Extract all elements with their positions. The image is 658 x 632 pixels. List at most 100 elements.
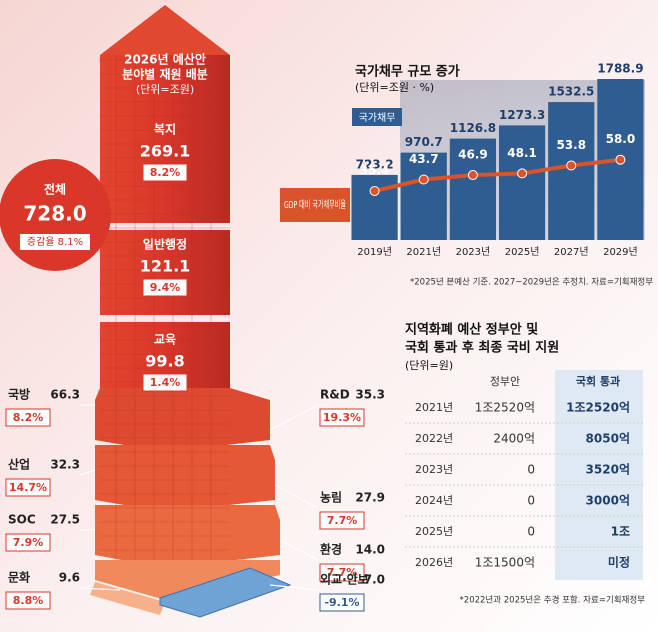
table-cell: 0	[527, 463, 535, 477]
table-cell: 3520억	[586, 463, 630, 477]
item-name: 농림	[320, 491, 342, 505]
item-change: -9.1%	[324, 596, 359, 609]
bar-label: 1532.5	[548, 85, 594, 99]
table-cell: 2400억	[493, 432, 535, 446]
bar-label: 1788.9	[597, 61, 643, 75]
table-cell: 미정	[608, 555, 630, 570]
total-change-box	[20, 234, 90, 250]
line-label: 35.4	[360, 163, 390, 177]
item-name: 일반행정	[143, 237, 187, 252]
item-name: R&D	[320, 388, 350, 402]
tower-title: (단위=조원)	[136, 83, 194, 96]
item-name: 교육	[154, 332, 176, 347]
legend-box	[280, 188, 350, 222]
bar	[498, 125, 546, 240]
tower-title: 2026년 예산안	[124, 52, 206, 67]
line-label: 48.1	[507, 146, 537, 160]
item-name: 문화	[8, 570, 30, 585]
tower-block	[100, 230, 230, 315]
leader-line	[269, 404, 319, 431]
bar	[400, 152, 447, 240]
change-box	[319, 408, 365, 427]
bar	[449, 138, 497, 240]
line-point	[467, 170, 478, 181]
line-point	[615, 154, 626, 165]
total-change: 증감율 8.1%	[27, 236, 83, 248]
bar-label: 723.2	[356, 157, 394, 171]
tower-title: 분야별 재원 배분	[122, 67, 208, 82]
tower-block	[95, 560, 280, 600]
item-name: 복지	[154, 122, 176, 137]
table-cell: 2026년	[415, 556, 453, 569]
tower-block	[90, 582, 165, 615]
item-name: 국방	[8, 387, 30, 402]
item-amount: 27.9	[355, 491, 385, 505]
item-change: 7.9%	[13, 536, 44, 549]
table-cell: 1조1500억	[475, 556, 535, 570]
change-box	[142, 163, 188, 182]
item-amount: 9.6	[59, 571, 80, 585]
tower-block	[100, 55, 230, 223]
change-box	[5, 478, 51, 497]
table-title: (단위=원)	[405, 359, 453, 372]
table-note: *2022년과 2025년은 추경 포함. 자료=기획재정부	[460, 595, 646, 606]
table: 지역화폐 예산 정부안 및국회 통과 후 최종 국비 지원 (단위=원) 정부안 국회…	[405, 322, 645, 606]
bar-label: 1273.3	[499, 108, 545, 122]
x-tick-label: 2019년	[357, 246, 392, 258]
table-header: 국회 통과	[576, 374, 620, 388]
tower-block-blue	[159, 567, 292, 618]
change-box	[319, 593, 365, 612]
item-change: 8.2%	[13, 411, 44, 424]
line-point	[517, 168, 528, 179]
item-amount: 14.0	[355, 543, 385, 557]
table-cell: 0	[527, 525, 535, 539]
item-amount: 35.3	[355, 388, 385, 402]
item-amount: 121.1	[140, 257, 191, 276]
table-cell: 3000억	[586, 494, 630, 508]
change-box	[142, 373, 188, 392]
leader-line	[279, 539, 319, 561]
change-box	[319, 511, 365, 530]
item-change: 8.2%	[150, 166, 181, 179]
bar-label: 1126.8	[450, 121, 496, 135]
leader-line	[79, 469, 96, 476]
change-box	[5, 533, 51, 552]
leader-line	[79, 587, 121, 591]
x-tick-label: 2029년	[603, 246, 638, 258]
table-title: 지역화폐 예산 정부안 및	[405, 322, 538, 338]
line-point	[418, 174, 429, 185]
table-cell: 2021년	[415, 401, 453, 414]
item-change: 1.4%	[150, 376, 181, 389]
table-cell: 2023년	[415, 463, 453, 476]
table-title: 국회 통과 후 최종 국비 지원	[405, 340, 559, 356]
item-name: 산업	[8, 457, 30, 472]
item-amount: 269.1	[140, 142, 191, 161]
leader-line	[274, 484, 319, 509]
line-label: 46.9	[458, 148, 488, 162]
change-box	[5, 408, 51, 427]
table-cell: 1조	[611, 525, 630, 539]
table-cell: 0	[527, 494, 535, 508]
item-change: 7.7%	[327, 514, 358, 527]
total-name: 전체	[44, 182, 66, 197]
leader-line	[269, 584, 319, 591]
x-tick-label: 2023년	[456, 246, 491, 258]
highlight-column	[555, 370, 643, 580]
line-point	[369, 185, 380, 196]
table-cell: 8050억	[586, 432, 630, 446]
item-name: 환경	[320, 542, 342, 557]
x-tick-label: 2027년	[554, 246, 589, 258]
item-amount: 7.0	[364, 573, 385, 587]
x-tick-label: 2025년	[505, 246, 540, 258]
item-name: SOC	[8, 513, 36, 527]
legend-line: GDP 대비 국가채무비율	[284, 199, 346, 211]
item-change: 19.3%	[323, 411, 361, 424]
chart-subtitle: (단위=조원 · %)	[355, 81, 434, 94]
legend-box	[352, 108, 402, 126]
table-cell: 1조2520억	[566, 401, 630, 415]
change-box	[319, 563, 365, 582]
table-cell: 2024년	[415, 494, 453, 507]
chart-note: *2025년 본예산 기준. 2027~2029년은 추정치. 자료=기획재정부	[410, 277, 653, 288]
item-change: 14.7%	[9, 481, 47, 494]
